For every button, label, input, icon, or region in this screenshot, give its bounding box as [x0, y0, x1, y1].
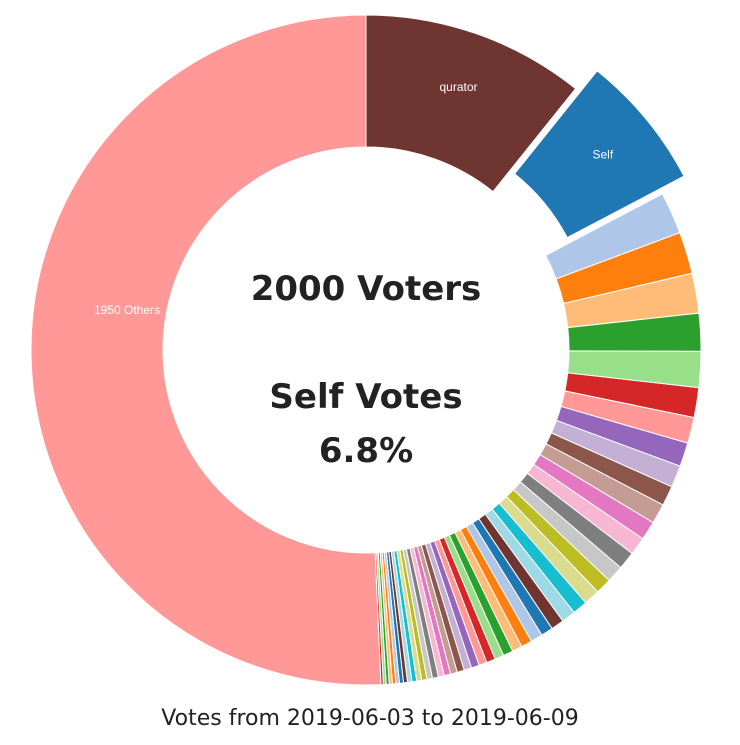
date-range-caption: Votes from 2019-06-03 to 2019-06-09 [161, 706, 579, 731]
slice-qurator [365, 14, 577, 193]
voters-count-text: 2000 Voters [251, 269, 482, 309]
slice-1950-others [30, 14, 382, 686]
slice-self [513, 70, 685, 239]
donut-center: 2000 Voters Self Votes 6.8% [251, 269, 482, 471]
self-votes-percent: 6.8% [319, 431, 413, 471]
self-votes-label: Self Votes [269, 377, 462, 417]
donut-slice-labels: qurator Self 1950 Others [94, 80, 614, 317]
slice-1950-others-label: 1950 Others [94, 303, 160, 317]
slice-qurator-label: qurator [439, 80, 477, 94]
donut-slices [30, 14, 702, 686]
slice-self-label: Self [592, 148, 613, 162]
